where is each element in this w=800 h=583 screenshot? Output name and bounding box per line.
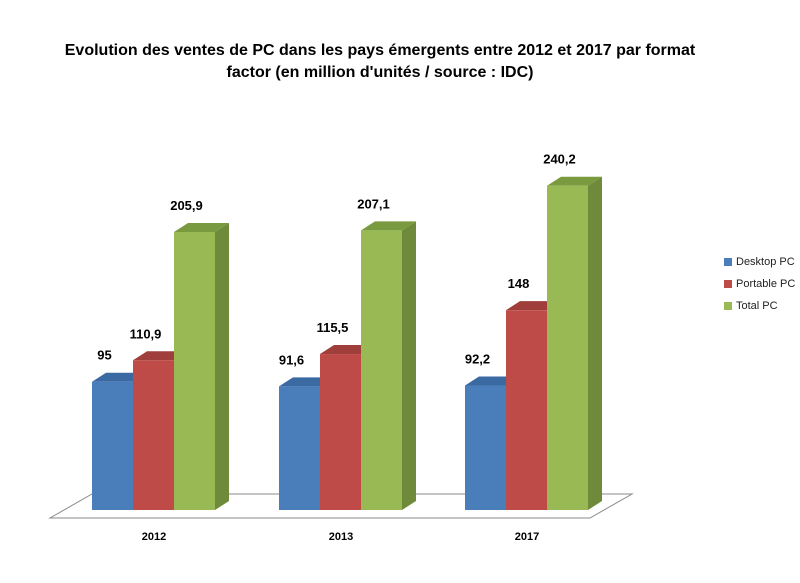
legend-item-desktop: Desktop PC bbox=[724, 251, 795, 273]
bar-front-face bbox=[174, 232, 215, 510]
legend-swatch-total bbox=[724, 302, 732, 310]
value-label-total-2017: 240,2 bbox=[543, 152, 576, 167]
bar-top-face bbox=[174, 223, 229, 232]
bar-front-face bbox=[320, 354, 361, 510]
value-label-portable-2013: 115,5 bbox=[317, 320, 349, 335]
value-label-desktop-2013: 91,6 bbox=[279, 352, 304, 367]
bar-total-2017 bbox=[547, 176, 602, 511]
bar-side-face bbox=[588, 176, 602, 511]
bar-front-face bbox=[361, 230, 402, 510]
bar-total-2012 bbox=[174, 223, 229, 510]
bar-side-face bbox=[215, 223, 229, 510]
bar-front-face bbox=[506, 310, 547, 510]
bar-top-face bbox=[361, 221, 416, 231]
legend-label-total: Total PC bbox=[736, 300, 778, 312]
bar-top-face bbox=[547, 176, 602, 186]
bar-side-face bbox=[402, 221, 416, 510]
legend: Desktop PC Portable PC Total PC bbox=[724, 251, 795, 317]
bar-front-face bbox=[547, 185, 588, 511]
category-label-2017: 2017 bbox=[515, 531, 539, 543]
chart-title-line-1: Evolution des ventes de PC dans les pays… bbox=[64, 42, 696, 59]
chart-title: Evolution des ventes de PC dans les pays… bbox=[40, 40, 720, 84]
value-label-desktop-2017: 92,2 bbox=[465, 352, 490, 367]
legend-label-portable: Portable PC bbox=[736, 278, 796, 290]
legend-swatch-portable bbox=[724, 280, 732, 288]
legend-item-portable: Portable PC bbox=[724, 273, 795, 295]
legend-swatch-desktop bbox=[724, 258, 732, 266]
bars-group bbox=[92, 176, 602, 511]
value-label-total-2013: 207,1 bbox=[357, 196, 390, 211]
legend-label-desktop: Desktop PC bbox=[736, 256, 795, 268]
category-label-2013: 2013 bbox=[329, 531, 353, 543]
bar-front-face bbox=[133, 360, 174, 510]
value-label-desktop-2012: 95 bbox=[97, 348, 111, 363]
bar-total-2013 bbox=[361, 221, 416, 510]
value-label-portable-2012: 110,9 bbox=[130, 326, 162, 341]
value-labels-group: 95 110,9 205,9 91,6 115,5 207,1 92,2 148 240,2 bbox=[97, 152, 576, 368]
bar-front-face bbox=[279, 386, 320, 510]
value-label-total-2012: 205,9 bbox=[170, 198, 203, 213]
bar-front-face bbox=[92, 381, 133, 510]
chart-title-line-2: factor (en million d'unités / source : I… bbox=[226, 64, 534, 81]
value-label-portable-2017: 148 bbox=[508, 276, 530, 291]
category-labels-group: 2012 2013 2017 bbox=[142, 531, 539, 543]
category-label-2012: 2012 bbox=[142, 531, 166, 543]
bar-front-face bbox=[465, 385, 506, 510]
legend-item-total: Total PC bbox=[724, 295, 795, 317]
